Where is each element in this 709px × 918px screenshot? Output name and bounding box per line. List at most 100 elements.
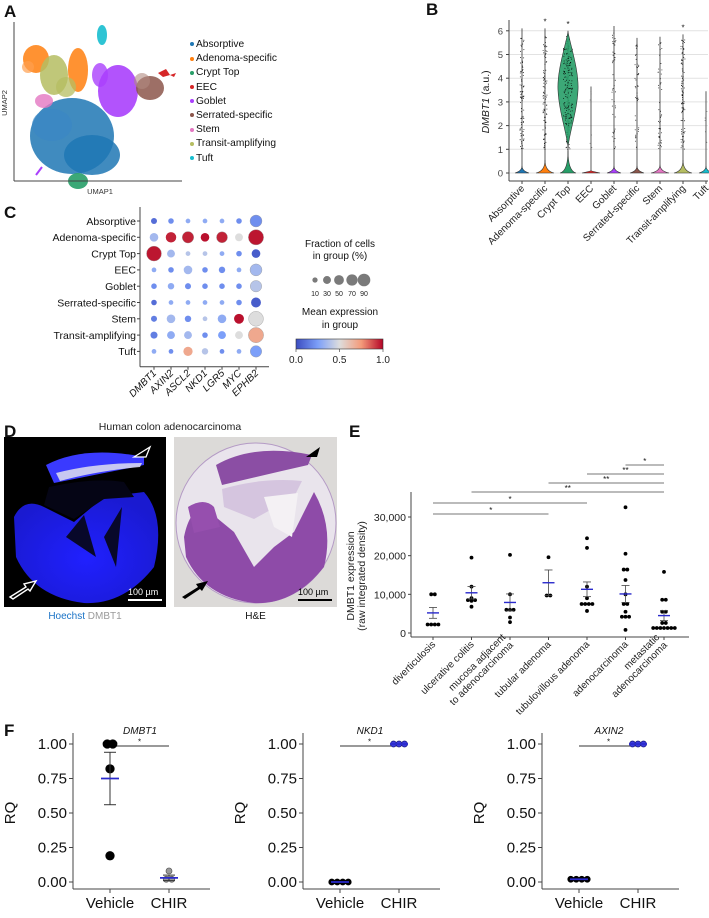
x-tick-label: Vehicle (86, 895, 134, 912)
violin-point (635, 119, 637, 121)
dot-transit-amplifying-lgr5 (218, 331, 226, 340)
comparison-label: * (489, 506, 492, 515)
violin-point (589, 99, 591, 101)
violin-point (546, 96, 547, 98)
he-image: 100 µm (174, 437, 337, 607)
violin-point (682, 109, 684, 111)
violin-point (564, 108, 566, 110)
violin-point (684, 132, 685, 134)
violin-point (682, 118, 684, 120)
violin-point (683, 47, 685, 49)
dot-absorptive-nkd1 (202, 218, 208, 224)
legend-item-absorptive: Absorptive (190, 38, 277, 52)
violin-point (682, 71, 684, 72)
violin-point (567, 107, 569, 108)
data-point (586, 602, 591, 606)
violin-point (682, 92, 684, 94)
dot-serrated-specific-nkd1 (202, 300, 208, 305)
violin-point (564, 62, 566, 64)
subplot-nkd1: 0.00 0.25 0.50 0.75 1.00 RQ NKD1* Vehicle CHIR (232, 726, 440, 912)
violin-point (563, 48, 564, 50)
violin-point (521, 87, 523, 89)
dot-adenoma-specific-ephb2 (248, 229, 264, 246)
violin-point (543, 79, 545, 81)
violin-point (681, 63, 683, 65)
violin-point (544, 37, 546, 39)
violin-point (614, 116, 616, 118)
tissue-top-band (216, 450, 312, 485)
violin-point (520, 117, 522, 119)
violin-point (660, 128, 662, 130)
violin-point (563, 103, 565, 105)
dot-eec-ascl2 (183, 265, 193, 275)
row-label: EEC (114, 265, 136, 277)
y-axis-label: (raw integrated density) (356, 521, 368, 631)
data-point (665, 626, 670, 630)
violin-point (681, 139, 683, 141)
y-tick-label: 3 (498, 97, 503, 108)
violin-point (659, 54, 661, 56)
violin-point (522, 41, 524, 43)
size-legend-tick: 50 (335, 291, 343, 298)
data-point (660, 597, 665, 602)
dot-goblet-ephb2 (250, 280, 262, 293)
comparison-label: * (508, 495, 511, 504)
y-tick-label: 0.25 (38, 840, 67, 857)
violin-point (545, 98, 547, 100)
data-point (108, 739, 118, 749)
violin-point (634, 86, 636, 87)
data-point (662, 570, 666, 574)
violin-point (568, 60, 570, 62)
violin-point (566, 53, 568, 55)
violin-point (565, 106, 567, 108)
violin-point (521, 143, 523, 145)
violin-point (613, 52, 615, 54)
violin-point (569, 64, 571, 66)
violin-point (566, 109, 567, 111)
violin-point (660, 83, 662, 85)
violin-point (563, 49, 565, 51)
legend-item-goblet: Goblet (190, 95, 277, 109)
violin-point (543, 70, 545, 72)
violin-point (543, 134, 545, 136)
violin-point (543, 110, 545, 112)
dot-absorptive-axin2 (168, 218, 174, 224)
violin-point (544, 35, 546, 37)
violin-point (519, 91, 521, 93)
violin-point (635, 58, 637, 60)
violin-point (637, 85, 639, 87)
dot-stem-dmbt1 (150, 315, 158, 322)
violin-point (638, 73, 640, 75)
data-point (436, 622, 441, 627)
violin-point (519, 129, 521, 131)
violin-point (570, 73, 572, 75)
y-tick-label: 0.00 (268, 874, 297, 891)
violin-point (635, 54, 637, 56)
violin-point (568, 118, 570, 120)
dot-adenoma-specific-dmbt1 (149, 233, 159, 242)
violin-point (520, 146, 522, 147)
y-tick-label: 4 (498, 74, 503, 85)
violin-point (520, 127, 522, 129)
data-point (654, 626, 659, 630)
violin-point (545, 141, 547, 143)
data-point (672, 626, 677, 630)
violin-point (636, 43, 638, 45)
violin-point (522, 65, 524, 67)
violin-point (544, 148, 546, 150)
y-tick-label: 10,000 (374, 589, 406, 601)
violin-point (570, 115, 572, 117)
violin-point (636, 74, 638, 75)
violin-point (544, 79, 546, 81)
violin-point (566, 97, 568, 99)
violin-point (636, 133, 638, 135)
legend-label: EEC (196, 81, 217, 93)
violin-point (683, 148, 685, 150)
dark-lumen (66, 515, 96, 557)
violin-point (564, 76, 566, 78)
violin-body (514, 165, 530, 174)
violin-point (542, 110, 544, 112)
violin-point (520, 90, 522, 92)
violin-tuft: Tuft (691, 91, 709, 203)
violin-point (520, 148, 522, 149)
